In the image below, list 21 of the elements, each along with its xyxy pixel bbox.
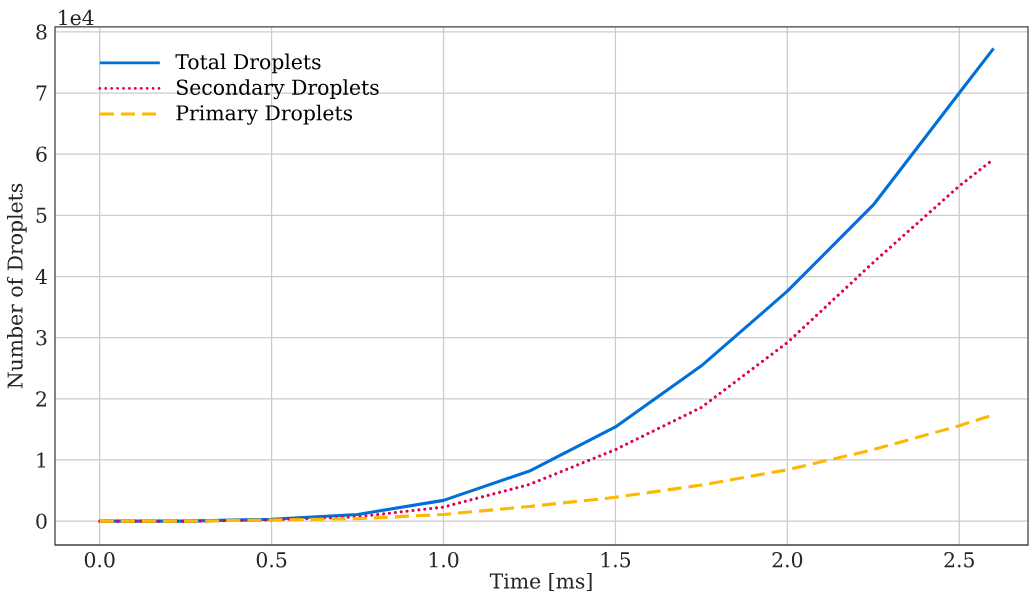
x-tick-label: 0.0 [84, 552, 115, 568]
text: 1e4 [59, 9, 94, 26]
y-tick-label: 6 [36, 146, 47, 162]
legend-label: Secondary Droplets [177, 79, 379, 100]
y-tick-label: 8 [36, 24, 47, 40]
y-tick-label: 0 [36, 513, 47, 529]
y-tick-label: 1 [37, 452, 46, 468]
y-tick-label: 4 [35, 268, 47, 285]
x-tick-label: 2.5 [944, 552, 974, 568]
legend-label: Total Droplets [175, 53, 321, 74]
y-axis-title: Number of Droplets [6, 183, 27, 389]
y-tick-label: 7 [36, 85, 47, 101]
y-tick-label: 5 [36, 207, 47, 223]
x-tick-label: 1.0 [429, 552, 459, 568]
y-tick-label: 2 [36, 391, 46, 407]
x-tick-label: 2.0 [772, 552, 803, 568]
x-tick-label: 0.5 [256, 552, 287, 568]
legend-label: Primary Droplets [176, 104, 353, 125]
y-tick-label: 3 [36, 329, 47, 346]
x-tick-label: 1.5 [601, 552, 631, 568]
x-axis-title: Time [ms] [489, 572, 592, 592]
